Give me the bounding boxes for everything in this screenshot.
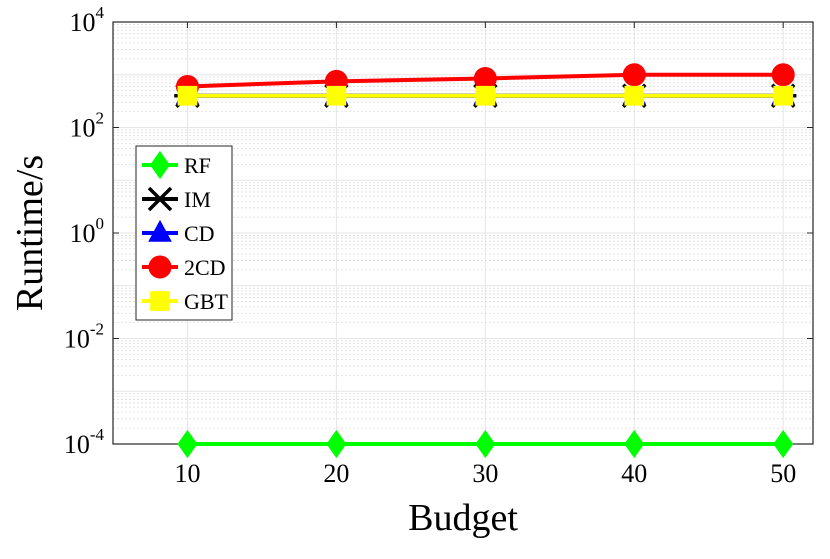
y-tick-label: 10-4 <box>64 425 105 459</box>
y-tick-base: 10 <box>64 430 90 459</box>
data-point-gbt <box>177 85 198 106</box>
y-tick-label: 100 <box>70 214 105 248</box>
data-point-rf <box>773 429 794 459</box>
x-tick-labels: 10 20 30 40 50 <box>174 459 796 488</box>
legend-marker-im <box>146 186 174 212</box>
y-tick-exponent: 2 <box>96 109 105 128</box>
data-point-2cd <box>771 63 795 87</box>
legend-marker-2cd <box>148 255 172 279</box>
data-point-rf <box>177 429 198 459</box>
y-tick-exponent: -4 <box>90 425 105 444</box>
y-tick-base: 10 <box>70 219 96 248</box>
y-tick-base: 10 <box>70 8 96 37</box>
legend-label-rf: RF <box>184 153 211 178</box>
y-tick-base: 10 <box>64 325 90 354</box>
data-point-rf <box>326 429 347 459</box>
x-tick-label: 50 <box>770 459 796 488</box>
legend: RF IM CD 2CD GBT <box>135 145 233 321</box>
y-tick-exponent: -2 <box>90 320 104 339</box>
y-tick-exponent: 4 <box>96 3 105 22</box>
legend-label-gbt: GBT <box>184 289 229 314</box>
legend-marker-rf <box>150 150 170 180</box>
y-axis-title: Runtime/s <box>9 155 51 311</box>
data-point-gbt <box>326 85 347 106</box>
legend-marker-cd <box>148 219 172 242</box>
legend-label-2cd: 2CD <box>184 255 226 280</box>
data-point-gbt <box>475 85 496 106</box>
x-tick-label: 10 <box>174 459 200 488</box>
x-tick-label: 40 <box>621 459 647 488</box>
y-tick-base: 10 <box>70 114 96 143</box>
y-tick-label: 104 <box>70 3 105 37</box>
series-layer <box>174 63 797 459</box>
x-tick-label: 20 <box>323 459 349 488</box>
data-point-rf <box>624 429 645 459</box>
x-axis-title: Budget <box>408 497 518 539</box>
data-point-gbt <box>773 85 794 106</box>
y-tick-label: 10-2 <box>64 320 104 354</box>
legend-label-im: IM <box>184 187 211 212</box>
y-tick-label: 102 <box>70 109 105 143</box>
data-point-gbt <box>624 85 645 106</box>
data-point-rf <box>475 429 496 459</box>
data-point-2cd <box>622 63 646 87</box>
y-tick-exponent: 0 <box>96 214 105 233</box>
legend-label-cd: CD <box>184 221 215 246</box>
legend-marker-gbt <box>150 291 170 311</box>
x-tick-label: 30 <box>472 459 498 488</box>
